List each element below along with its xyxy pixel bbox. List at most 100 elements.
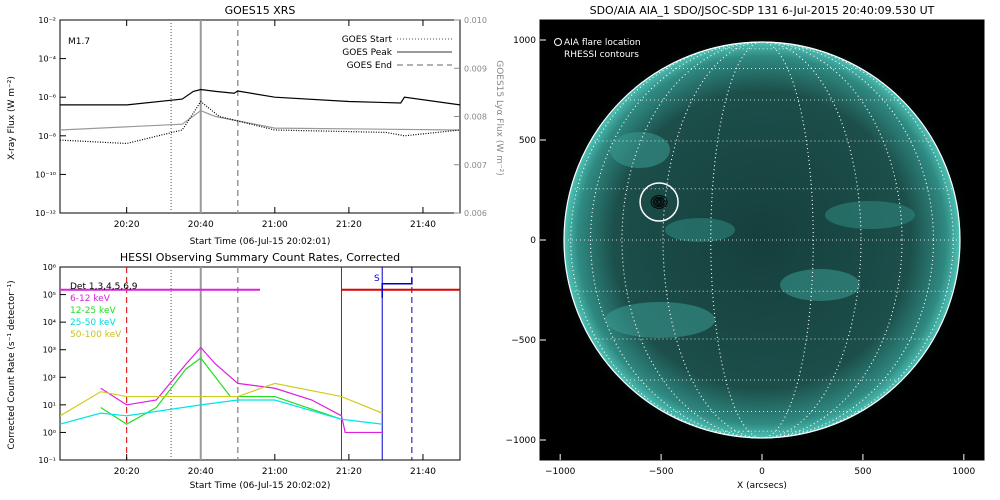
hessi-x-tick-label: 21:40 [410,467,436,477]
goes-y2-tick-label: 0.010 [464,16,487,25]
goes-y2-tick-label: 0.006 [464,209,487,218]
hessi-det-label: Det 1,3,4,5,6,9 [70,282,138,292]
goes-y-tick-label: 10⁻¹² [35,209,56,218]
hessi-series-group [60,346,383,434]
aia-x-tick-label: 0 [759,467,765,477]
goes-plot-frame [59,19,461,214]
hessi-y-tick-label: 10⁴ [43,318,56,327]
goes-event-markers [170,20,239,213]
hessi-series-0 [100,346,383,434]
hessi-event-markers [170,267,239,460]
rhessi-contours [650,195,668,209]
aia-x-tick-label: −500 [649,467,674,477]
grid-longitude-line [710,41,814,439]
hessi-status-bars [60,277,460,298]
goes-y-label-right: GOES15 Lyα Flux (W m⁻²) [494,60,504,176]
aia-y-tick-label: −500 [511,336,536,346]
grid-longitude-line [621,41,903,439]
goes-panel: GOES15 XRS 10⁻² 10⁻⁴ 10⁻⁶ 10⁻⁸ 10⁻¹⁰ 10⁻¹² 0.… [7,4,504,247]
hessi-series-2 [60,399,383,425]
goes-y-tick-label: 10⁻² [38,16,56,25]
aia-x-axis: −1000 −500 0 500 1000 [545,454,976,477]
goes-y2-tick-label: 0.007 [464,161,487,170]
hessi-series-1 [100,357,342,425]
goes-x-tick-label: 20:40 [188,220,214,230]
goes-legend-end-label: GOES End [347,61,392,71]
hessi-series-3 [60,382,383,417]
goes-series-1 [60,110,460,131]
goes-y2-tick-label: 0.009 [464,64,487,73]
rhessi-contour [654,197,665,207]
aia-y-tick-label: −1000 [506,436,537,446]
hessi-x-label: Start Time (06-Jul-15 20:02:02) [190,481,331,491]
hessi-y-tick-label: 10⁶ [43,263,56,272]
hessi-legend-12-25: 12-25 keV [70,306,116,316]
goes-y-tick-label: 10⁻¹⁰ [35,170,56,179]
active-regions [605,132,915,338]
goes-x-tick-label: 21:20 [336,220,362,230]
hessi-legend-25-50: 25-50 keV [70,318,116,328]
goes-title: GOES15 XRS [225,4,296,17]
rhessi-contour [650,195,668,209]
hessi-y-tick-label: 10³ [43,346,56,355]
hessi-y-tick-label: 10⁵ [43,291,56,300]
hessi-y-axis: 10⁶ 10⁵ 10⁴ 10³ 10² 10¹ 10⁰ 10⁻¹ [38,263,66,465]
aia-legend-rhessi-label: RHESSI contours [564,50,639,60]
aia-x-tick-label: −1000 [545,467,576,477]
hessi-plot-frame [59,266,461,461]
hessi-legend-6-12: 6-12 keV [70,294,111,304]
hessi-legend-50-100: 50-100 keV [70,330,122,340]
hessi-x-tick-label: 20:20 [114,467,140,477]
hessi-y-tick-label: 10¹ [43,401,56,410]
hessi-y-tick-label: 10⁻¹ [38,456,56,465]
aia-flare-location-marker [639,182,679,222]
hessi-observing-regions [126,267,413,460]
grid-longitude-line [662,41,862,439]
rhessi-contour [655,199,663,205]
aia-y-tick-label: 0 [530,236,536,246]
hessi-x-tick-label: 21:20 [336,467,362,477]
goes-x-label: Start Time (06-Jul-15 20:02:01) [190,237,331,247]
goes-x-tick-label: 20:20 [114,220,140,230]
goes-x-tick-label: 21:40 [410,220,436,230]
goes-series-group [60,88,460,145]
aia-y-axis: 1000 500 0 −500 −1000 [506,36,546,446]
goes-y2-tick-label: 0.008 [464,113,487,122]
hessi-title: HESSI Observing Summary Count Rates, Cor… [120,251,400,264]
goes-y-axis-left: 10⁻² 10⁻⁴ 10⁻⁶ 10⁻⁸ 10⁻¹⁰ 10⁻¹² [35,16,66,218]
hessi-y-tick-label: 10² [43,373,56,382]
aia-x-tick-label: 1000 [952,467,975,477]
goes-x-tick-label: 21:00 [262,220,288,230]
hessi-saa-bar [381,277,413,298]
goes-y-tick-label: 10⁻⁶ [38,93,56,102]
hessi-x-tick-label: 21:00 [262,467,288,477]
hessi-panel: HESSI Observing Summary Count Rates, Cor… [7,251,461,491]
goes-y-label-left: X-ray Flux (W m⁻²) [7,76,17,160]
goes-series-0 [60,88,460,106]
goes-y-tick-label: 10⁻⁴ [38,55,56,64]
hessi-x-tick-label: 20:40 [188,467,214,477]
aia-x-tick-label: 500 [854,467,871,477]
rhessi-contour [652,196,666,208]
aia-y-tick-label: 1000 [513,36,536,46]
aia-legend-flare-label: AIA flare location [564,38,641,48]
hessi-s-label: S [374,274,380,284]
goes-legend-peak-label: GOES Peak [342,48,392,58]
aia-legend-circle-icon [554,38,562,46]
hessi-y-tick-label: 10⁰ [43,428,56,437]
aia-x-label: X (arcsecs) [737,481,787,491]
goes-y-axis-right: 0.010 0.009 0.008 0.007 0.006 [454,16,487,218]
goes-series-2 [60,100,460,145]
goes-legend-start-label: GOES Start [342,35,393,45]
aia-title: SDO/AIA AIA_1 SDO/JSOC-SDP 131 6-Jul-201… [590,4,935,17]
grid-longitude-line [590,41,934,439]
aia-panel: SDO/AIA AIA_1 SDO/JSOC-SDP 131 6-Jul-201… [506,4,985,491]
goes-legend: GOES Start GOES Peak GOES End [342,35,452,71]
aia-y-tick-label: 500 [519,136,536,146]
goes-y-tick-label: 10⁻⁸ [38,132,56,141]
hessi-y-label: Corrected Count Rate (s⁻¹ detector⁻¹) [7,280,17,449]
rhessi-contour [657,200,662,204]
goes-class-label: M1.7 [68,37,90,47]
limb-outline [563,41,961,439]
